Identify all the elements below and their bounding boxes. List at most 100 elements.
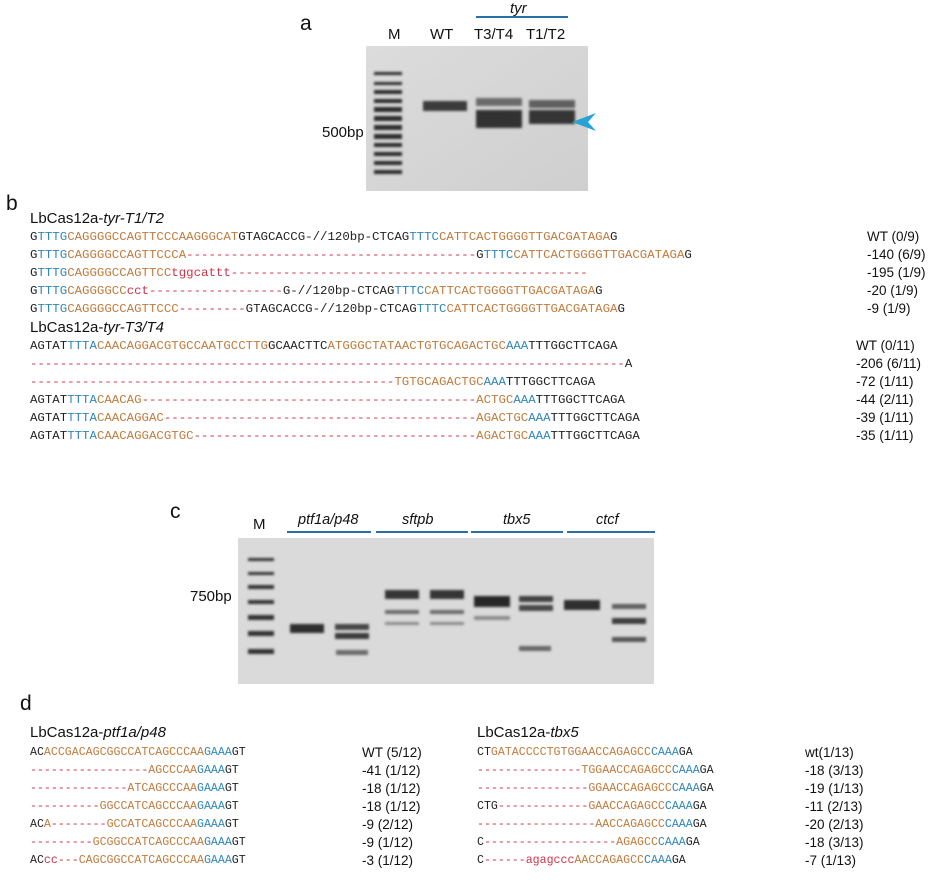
sequence-segment: ------------- [497, 800, 589, 813]
t34-sequence-row: ----------------------------------------… [30, 373, 640, 391]
ptf1a-notes: WT (5/12) -41 (1/12) -18 (1/12) -18 (1/12) -… [362, 744, 422, 870]
t34-title: LbCas12a-tyr-T3/T4 [30, 319, 164, 336]
sequence-segment: AC [30, 818, 44, 831]
sequence-segment: CAAA [644, 854, 672, 867]
sequence-segment: GA [685, 836, 700, 849]
tbx5-indel-note: -20 (2/13) [805, 817, 864, 832]
t12-title-prefix: LbCas12a- [30, 210, 104, 227]
sequence-segment: CATTCACTGGGGTTGACGATAGA [424, 284, 596, 298]
tyr-group-label: tyr [510, 0, 527, 17]
sequence-segment: C [477, 854, 484, 867]
sequence-segment: ---------------- [477, 782, 589, 795]
sequence-segment: CATTCACTGGGGTTGACGATAGA [513, 248, 685, 262]
sequence-segment: GA [692, 818, 707, 831]
tbx5-indel-note: -7 (1/13) [805, 853, 857, 868]
sequence-segment: TTTA [67, 339, 97, 353]
sequence-segment: GT [231, 836, 246, 849]
sequence-segment: ATGGGCTATAACTGTGCAGACTGC [327, 339, 506, 353]
sequence-segment: G [30, 284, 38, 298]
sequence-segment: GA [699, 764, 714, 777]
tbx5-indel-note: -19 (1/13) [805, 781, 864, 796]
ptf1a-title-gene: ptf1a/p48 [103, 724, 166, 741]
sequence-segment: CAGGGGCCAGTTCCCAAGGGCAT [67, 230, 239, 244]
group-bar-sftpb [376, 531, 468, 533]
sequence-segment: G [617, 302, 625, 316]
panel-b-letter: b [6, 192, 18, 215]
ptf1a-sequence-row: ---------GCGGCCATCAGCCCAAGAAAGT [30, 834, 246, 852]
sequence-segment: GTAGCACCG-//120bp-CTCAG [238, 230, 410, 244]
gel-image-a [366, 46, 588, 191]
lane-label-t1t2: T1/T2 [526, 26, 566, 43]
sequence-segment: --------------------------------------- [186, 248, 477, 262]
sequence-segment: TTTC [416, 302, 447, 316]
panel-d-letter: d [20, 692, 32, 715]
tbx5-sequences: CTGATACCCCTGTGGAACCAGAGCCCAAAGA ---------… [477, 744, 714, 870]
sequence-segment: AGTAT [30, 411, 68, 425]
tbx5-title-gene: tbx5 [550, 724, 579, 741]
sequence-segment: GAACCAGAGCC [588, 800, 665, 813]
t34-indel-note: -72 (1/11) [856, 374, 914, 389]
ptf1a-title-prefix: LbCas12a- [30, 724, 104, 741]
sequence-segment: TTTG [37, 248, 68, 262]
sequence-segment: -------------------------------------- [193, 429, 477, 443]
sequence-segment: AC [30, 854, 44, 867]
sequence-segment: CAGCGGCCATCAGCCCAA [78, 854, 204, 867]
t34-sequence-row: AGTATTTTACAACAG-------------------------… [30, 391, 640, 409]
sequence-segment: AGAGCC [616, 836, 658, 849]
ptf1a-sequence-row: ACA--------GCCATCAGCCCAAGAAAGT [30, 816, 246, 834]
sequence-segment: GT [231, 854, 246, 867]
sequence-segment: GA [678, 746, 693, 759]
sequence-segment: -------- [50, 818, 107, 831]
sequence-segment: CAGGGGCC [67, 284, 127, 298]
t12-sequence-row: GTTTGCAGGGGCCcct------------------G-//12… [30, 282, 692, 300]
ptf1a-sequence-row: ----------GGCCATCAGCCCAAGAAAGT [30, 798, 246, 816]
sequence-segment: GAAA [196, 764, 225, 777]
panel-a-letter: a [300, 12, 312, 35]
sequence-segment: ------ [483, 854, 526, 867]
sequence-segment: -------------- [30, 782, 128, 795]
marker-lane-label: M [253, 516, 266, 533]
sequence-segment: CATTCACTGGGGTTGACGATAGA [439, 230, 611, 244]
t34-title-prefix: LbCas12a- [30, 319, 104, 336]
sequence-segment: GAAA [196, 782, 225, 795]
sequence-segment: A [624, 357, 633, 371]
t34-indel-note: WT (0/11) [856, 338, 915, 353]
tbx5-sequence-row: ---------------TGGAACCAGAGCCCAAAGA [477, 762, 714, 780]
sequence-segment: GT [231, 746, 246, 759]
group-label-tbx5: tbx5 [503, 512, 531, 528]
panel-c-letter: c [170, 500, 181, 523]
sequence-segment: GT [224, 800, 239, 813]
sequence-segment: ATCAGCCCAA [127, 782, 197, 795]
size-marker-750bp: 750bp [190, 588, 232, 605]
sequence-segment: A [43, 818, 51, 831]
ptf1a-indel-note: -3 (1/12) [362, 853, 414, 868]
sequence-segment: TTTA [67, 411, 97, 425]
sequence-segment: G [684, 248, 692, 262]
sequence-segment: agagccc [525, 854, 575, 867]
sequence-segment: ----------------- [477, 818, 596, 831]
sequence-segment: GAAA [196, 800, 225, 813]
t12-indel-note: -20 (1/9) [867, 283, 919, 298]
t12-title-gene: tyr-T1/T2 [103, 210, 164, 227]
sequence-segment: GGAACCAGAGCC [588, 782, 672, 795]
sequence-segment: GCAACTTC [267, 339, 328, 353]
sequence-segment: AGTAT [30, 429, 68, 443]
t12-sequences: GTTTGCAGGGGCCAGTTCCCAAGGGCATGTAGCACCG-//… [30, 228, 692, 318]
sequence-segment: GCCATCAGCCCAA [106, 818, 198, 831]
sequence-segment: AGTAT [30, 393, 68, 407]
sequence-segment: G [30, 248, 38, 262]
t12-sequence-row: GTTTGCAGGGGCCAGTTCCC---------GTAGCACCG-/… [30, 300, 692, 318]
sequence-segment: --------- [30, 836, 93, 849]
sequence-segment: G [595, 284, 603, 298]
t12-indel-note: -9 (1/9) [867, 301, 911, 316]
sequence-segment: GT [224, 818, 239, 831]
sequence-segment: AACCAGAGCC [595, 818, 665, 831]
sequence-segment: GT [224, 782, 239, 795]
sequence-segment: TTTGGCTTCAGA [550, 429, 640, 443]
sequence-segment: TTTG [37, 302, 68, 316]
sequence-segment: AGTAT [30, 339, 68, 353]
sequence-segment: CATTCACTGGGGTTGACGATAGA [446, 302, 618, 316]
tbx5-alignment: CTGATACCCCTGTGGAACCAGAGCCCAAAGA ---------… [477, 744, 714, 870]
sequence-segment: AAA [528, 411, 551, 425]
tbx5-sequence-row: ----------------GGAACCAGAGCCCAAAGA [477, 780, 714, 798]
